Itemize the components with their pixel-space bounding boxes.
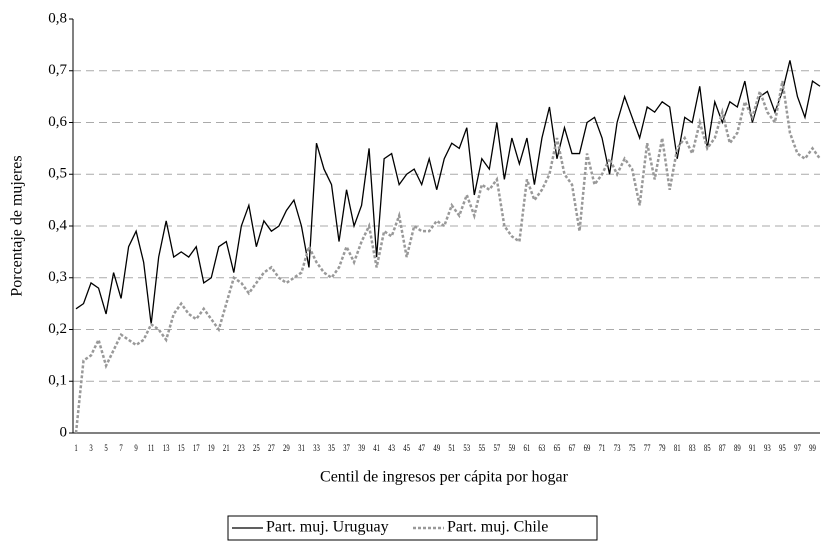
y-tick-label: 0,5 xyxy=(48,166,67,182)
x-tick-label: 87 xyxy=(719,443,726,453)
x-tick-label: 9 xyxy=(134,443,137,453)
x-tick-label: 17 xyxy=(193,443,200,453)
x-tick-label: 55 xyxy=(478,443,485,453)
x-tick-label: 59 xyxy=(509,443,516,453)
x-tick-label: 65 xyxy=(554,443,561,453)
x-tick-label: 61 xyxy=(524,443,531,453)
x-tick-label: 11 xyxy=(148,443,155,453)
y-tick-label: 0 xyxy=(60,424,68,440)
y-tick-label: 0,1 xyxy=(48,373,67,389)
x-tick-label: 1 xyxy=(74,443,77,453)
x-tick-label: 21 xyxy=(223,443,230,453)
x-tick-label: 71 xyxy=(599,443,606,453)
x-tick-label: 89 xyxy=(734,443,741,453)
x-tick-label: 37 xyxy=(343,443,350,453)
x-tick-label: 39 xyxy=(358,443,365,453)
x-tick-label: 5 xyxy=(104,443,107,453)
x-tick-label: 97 xyxy=(794,443,801,453)
x-tick-label: 99 xyxy=(809,443,816,453)
y-tick-label: 0,3 xyxy=(48,269,67,285)
x-tick-label: 27 xyxy=(268,443,275,453)
x-tick-label: 93 xyxy=(764,443,771,453)
x-tick-label: 51 xyxy=(448,443,455,453)
x-tick-label: 81 xyxy=(674,443,681,453)
x-tick-label: 73 xyxy=(614,443,621,453)
y-tick-label: 0,2 xyxy=(48,321,67,337)
x-tick-label: 53 xyxy=(463,443,470,453)
x-tick-label: 31 xyxy=(298,443,305,453)
x-tick-label: 3 xyxy=(89,443,92,453)
y-axis-label: Porcentaje de mujeres xyxy=(9,155,26,296)
x-tick-label: 77 xyxy=(644,443,651,453)
x-tick-label: 29 xyxy=(283,443,290,453)
x-tick-label: 63 xyxy=(539,443,546,453)
series-line xyxy=(74,80,822,434)
x-tick-label: 79 xyxy=(659,443,666,453)
x-tick-label: 49 xyxy=(433,443,440,453)
x-tick-label: 7 xyxy=(119,443,122,453)
y-tick-label: 0,8 xyxy=(48,10,67,26)
x-axis-label: Centil de ingresos per cápita por hogar xyxy=(320,469,569,486)
x-tick-label: 15 xyxy=(178,443,185,453)
x-tick-label: 75 xyxy=(629,443,636,453)
x-tick-label: 47 xyxy=(418,443,425,453)
x-tick-label: 43 xyxy=(388,443,395,453)
x-tick-label: 41 xyxy=(373,443,380,453)
x-tick-label: 85 xyxy=(704,443,711,453)
x-tick-label: 13 xyxy=(163,443,170,453)
x-tick-label: 83 xyxy=(689,443,696,453)
x-tick-label: 95 xyxy=(779,443,786,453)
y-tick-label: 0,6 xyxy=(48,114,67,130)
x-tick-label: 67 xyxy=(569,443,576,453)
x-tick-label: 45 xyxy=(403,443,410,453)
y-tick-label: 0,7 xyxy=(48,62,67,78)
legend-label: Part. muj. Chile xyxy=(447,519,548,536)
x-tick-label: 19 xyxy=(208,443,215,453)
y-tick-label: 0,4 xyxy=(48,217,67,233)
legend-box xyxy=(227,515,598,541)
x-tick-label: 23 xyxy=(238,443,245,453)
series-line xyxy=(75,60,821,325)
x-tick-label: 69 xyxy=(584,443,591,453)
legend-label: Part. muj. Uruguay xyxy=(266,519,389,536)
x-tick-label: 57 xyxy=(493,443,500,453)
x-tick-label: 33 xyxy=(313,443,320,453)
x-tick-label: 25 xyxy=(253,443,260,453)
x-tick-label: 35 xyxy=(328,443,335,453)
x-tick-label: 91 xyxy=(749,443,756,453)
